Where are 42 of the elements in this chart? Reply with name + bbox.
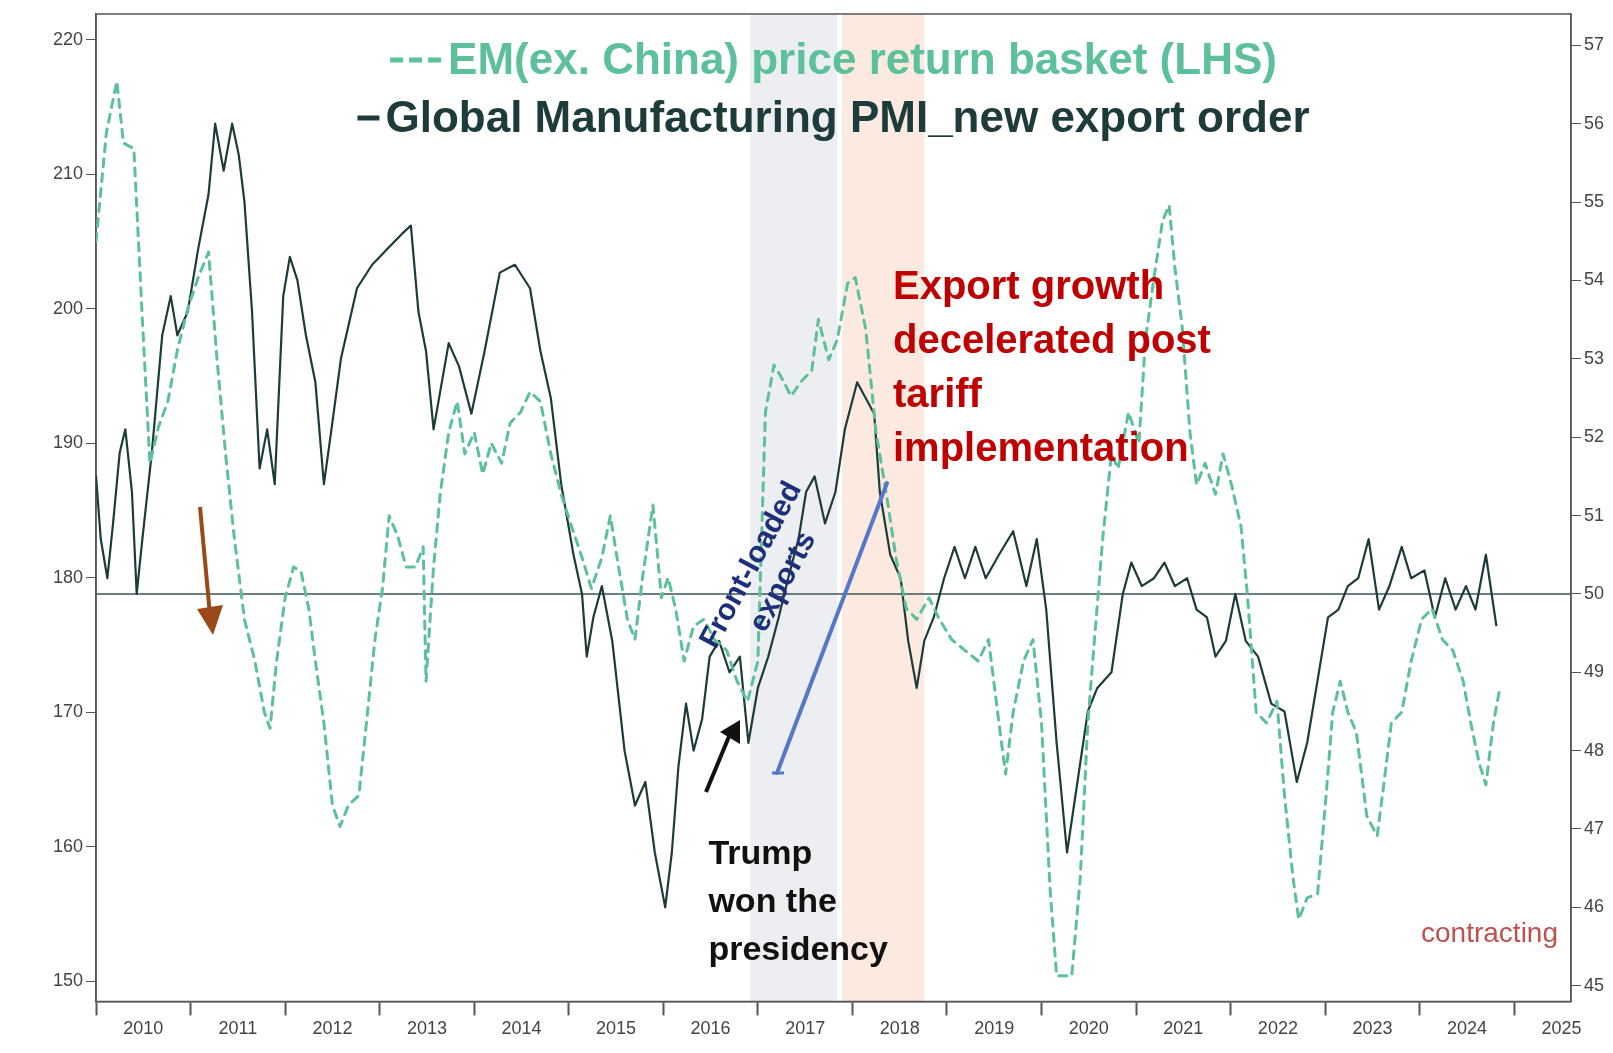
annotation: Export growth decelerated post tariff implementation bbox=[893, 263, 1211, 470]
legend-label: EM(ex. China) price return basket (LHS) bbox=[448, 34, 1277, 84]
y2-tick-label: 48 bbox=[1583, 739, 1605, 760]
y2-tick-label: 50 bbox=[1583, 582, 1605, 603]
x-tick-label: 2016 bbox=[690, 1018, 731, 1039]
x-tick-label: 2018 bbox=[879, 1018, 920, 1039]
x-tick-label: 2010 bbox=[123, 1018, 164, 1039]
legend-label: Global Manufacturing PMI_new export order bbox=[385, 92, 1310, 142]
y-tick-label: 160 bbox=[52, 835, 84, 856]
x-tick-label: 2021 bbox=[1163, 1018, 1204, 1039]
y2-tick-label: 54 bbox=[1583, 269, 1605, 290]
x-tick-label: 2013 bbox=[406, 1018, 447, 1039]
y-tick-label: 220 bbox=[52, 28, 84, 49]
y2-tick-label: 46 bbox=[1583, 896, 1605, 917]
y2-tick-label: 55 bbox=[1583, 191, 1605, 212]
y2-tick-label: 57 bbox=[1583, 34, 1605, 55]
y2-tick-label: 56 bbox=[1583, 112, 1605, 133]
x-tick-label: 2022 bbox=[1257, 1018, 1298, 1039]
x-tick-label: 2015 bbox=[596, 1018, 637, 1039]
x-tick-label: 2014 bbox=[501, 1018, 542, 1039]
y2-tick-label: 52 bbox=[1583, 426, 1605, 447]
y2-tick-label: 45 bbox=[1583, 974, 1605, 995]
annotation: Trump won the presidency bbox=[707, 833, 889, 968]
x-tick-label: 2012 bbox=[312, 1018, 353, 1039]
y2-tick-label: 47 bbox=[1583, 817, 1605, 838]
annotation: contracting bbox=[1421, 916, 1558, 948]
y2-tick-label: 51 bbox=[1583, 504, 1605, 525]
x-tick-label: 2011 bbox=[218, 1018, 258, 1039]
x-tick-label: 2023 bbox=[1352, 1018, 1393, 1039]
y-tick-label: 200 bbox=[52, 297, 84, 318]
y-tick-label: 170 bbox=[52, 701, 84, 722]
x-tick-label: 2019 bbox=[974, 1018, 1015, 1039]
y-tick-label: 180 bbox=[52, 566, 84, 587]
y-tick-label: 190 bbox=[52, 432, 84, 453]
x-tick-label: 2024 bbox=[1446, 1018, 1487, 1039]
y2-tick-label: 49 bbox=[1583, 661, 1605, 682]
y-tick-label: 150 bbox=[52, 970, 84, 991]
x-tick-label: 2017 bbox=[785, 1018, 826, 1039]
y2-tick-label: 53 bbox=[1583, 347, 1605, 368]
y-tick-label: 210 bbox=[52, 163, 84, 184]
x-tick-label: 2020 bbox=[1068, 1018, 1109, 1039]
x-tick-label: 2025 bbox=[1541, 1018, 1582, 1039]
